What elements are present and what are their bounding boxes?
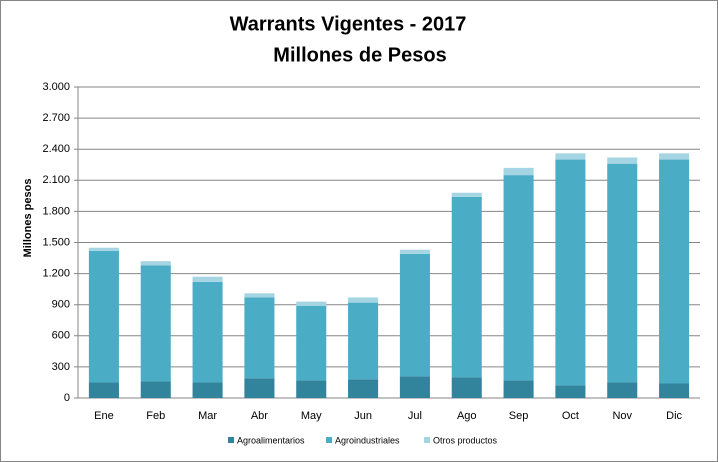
bar-segment xyxy=(399,253,430,377)
bar-segment xyxy=(555,159,586,386)
chart-title: Warrants Vigentes - 2017 xyxy=(230,13,467,35)
x-tick-label: Nov xyxy=(612,410,632,422)
bar-segment xyxy=(244,293,275,298)
bar-segment xyxy=(659,383,690,398)
y-axis-label: Millones pesos xyxy=(22,179,34,258)
bar-segment xyxy=(348,379,379,398)
y-tick-label: 1.500 xyxy=(42,236,70,248)
x-tick-label: Ene xyxy=(94,410,114,422)
y-tick-label: 0 xyxy=(64,392,70,404)
bar-segment xyxy=(555,385,586,398)
y-tick-label: 2.400 xyxy=(42,143,70,155)
bar-segment xyxy=(88,247,119,251)
bar-segment xyxy=(296,305,327,381)
x-tick-label: Ago xyxy=(457,410,477,422)
bar-segment xyxy=(296,380,327,398)
bar-segment xyxy=(140,265,171,382)
bar-segment xyxy=(503,175,534,381)
bar-segment xyxy=(555,153,586,160)
bar-segment xyxy=(607,163,638,383)
bar-segment xyxy=(399,376,430,398)
y-tick-label: 3.000 xyxy=(42,81,70,93)
bar-segment xyxy=(503,167,534,176)
chart-subtitle: Millones de Pesos xyxy=(273,44,446,66)
bar-segment xyxy=(451,196,482,378)
bar-segment xyxy=(451,377,482,398)
x-tick-label: Abr xyxy=(251,410,268,422)
y-tick-label: 2.700 xyxy=(42,112,70,124)
y-tick-label: 1.800 xyxy=(42,205,70,217)
x-tick-label: Oct xyxy=(562,410,579,422)
legend-swatch xyxy=(424,437,430,443)
y-tick-label: 2.100 xyxy=(42,174,70,186)
x-tick-label: Mar xyxy=(198,410,217,422)
bar-segment xyxy=(659,153,690,160)
bar-segment xyxy=(659,159,690,384)
legend-swatch xyxy=(326,437,332,443)
legend-label: Agroindustriales xyxy=(335,435,400,445)
bar-segment xyxy=(88,250,119,383)
bar-segment xyxy=(503,380,534,398)
bar-segment xyxy=(244,297,275,379)
bar-segment xyxy=(607,157,638,164)
bar-segment xyxy=(88,382,119,398)
x-tick-label: Feb xyxy=(146,410,165,422)
legend-label: Agroalimentarios xyxy=(237,435,305,445)
y-tick-label: 1.200 xyxy=(42,268,70,280)
x-tick-label: Jun xyxy=(354,410,372,422)
bar-segment xyxy=(192,382,223,398)
bar-segment xyxy=(192,276,223,282)
y-tick-label: 600 xyxy=(52,330,70,342)
x-tick-label: May xyxy=(301,410,322,422)
legend-label: Otros productos xyxy=(433,435,498,445)
y-tick-label: 900 xyxy=(52,299,70,311)
x-tick-label: Sep xyxy=(509,410,529,422)
bar-segment xyxy=(348,302,379,380)
bar-segment xyxy=(140,381,171,398)
bar-segment xyxy=(348,297,379,303)
x-tick-label: Jul xyxy=(408,410,422,422)
bar-segment xyxy=(607,382,638,398)
y-tick-label: 300 xyxy=(52,361,70,373)
bar-segment xyxy=(296,301,327,306)
bar-segment xyxy=(399,249,430,254)
x-tick-label: Dic xyxy=(666,410,682,422)
bar-segment xyxy=(192,281,223,383)
bar-segment xyxy=(140,261,171,266)
legend-swatch xyxy=(228,437,234,443)
bar-segment xyxy=(244,378,275,398)
bar-segment xyxy=(451,192,482,197)
